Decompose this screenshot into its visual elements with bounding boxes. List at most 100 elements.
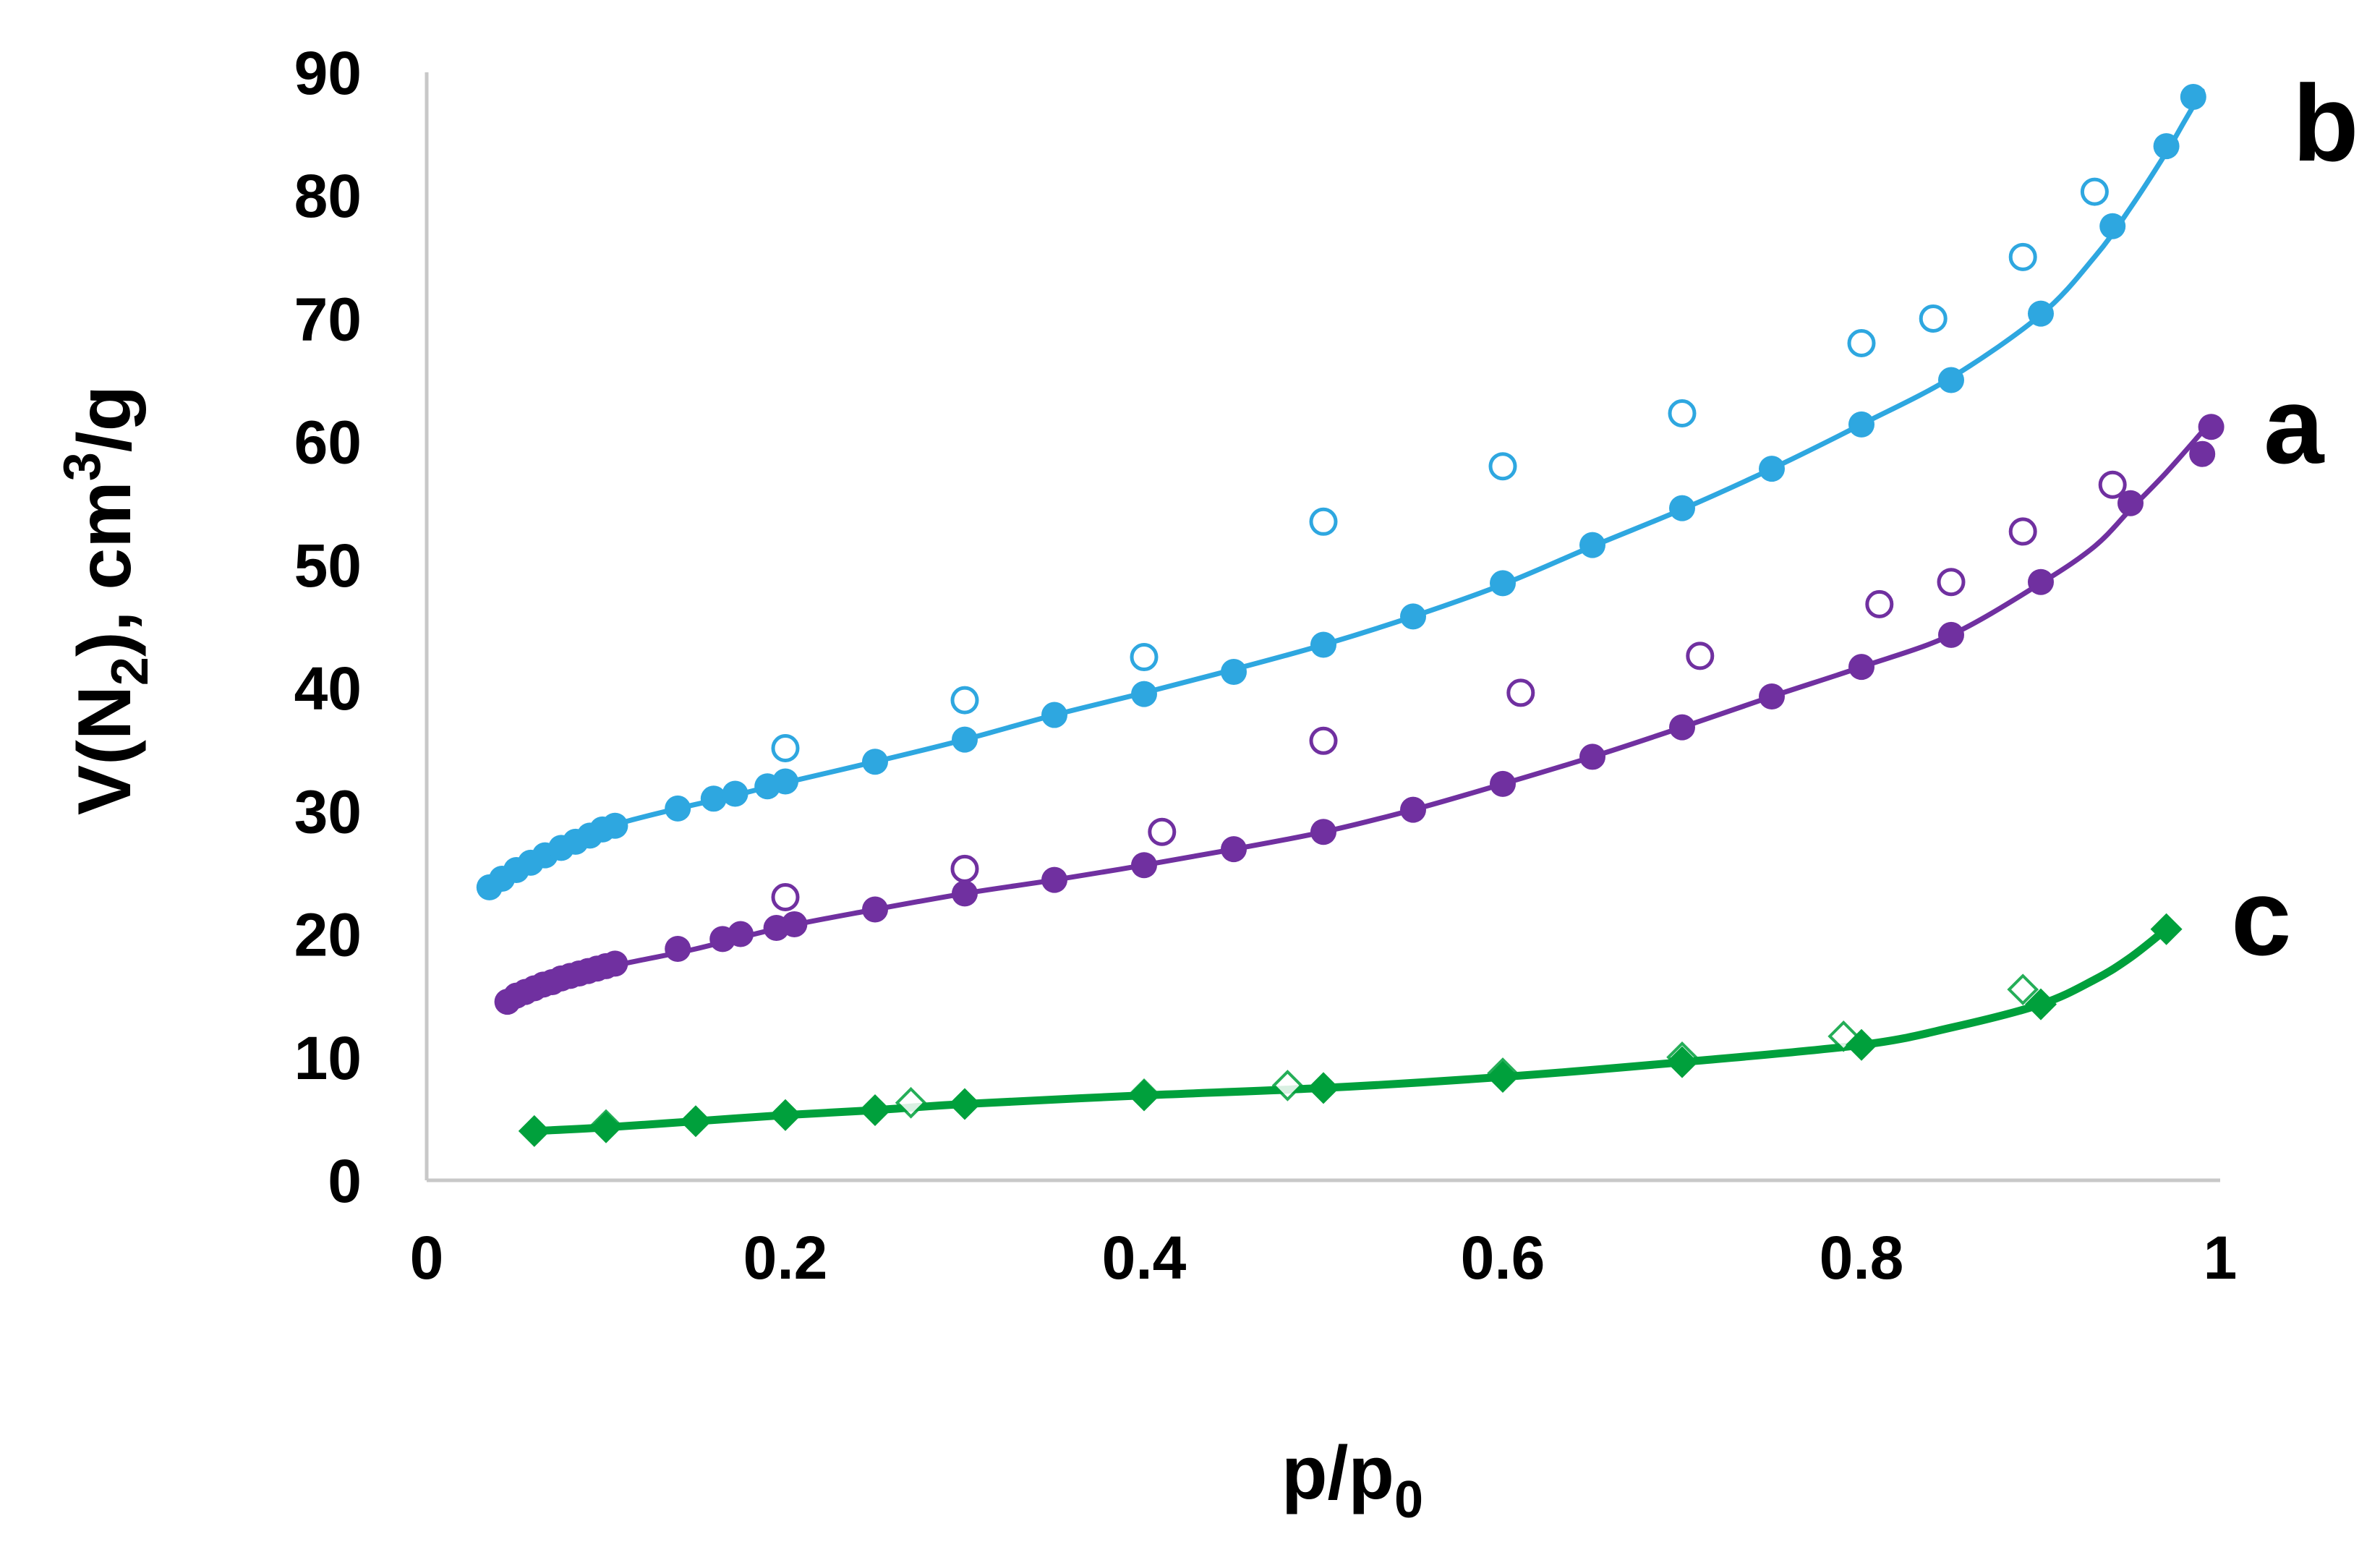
series-b-desorption-point — [1919, 304, 1948, 333]
series-a-adsorption-point — [1131, 852, 1157, 879]
series-b-adsorption-point — [1221, 658, 1247, 685]
series-a-adsorption-point — [781, 911, 808, 937]
series-a-adsorption-point — [665, 935, 691, 962]
series-b-desorption-point — [1488, 452, 1517, 481]
series-tag-c: c — [2231, 856, 2291, 978]
series-a-adsorption-point — [952, 880, 978, 907]
series-b-adsorption-point — [2153, 133, 2180, 160]
series-c-desorption-point — [895, 1086, 927, 1119]
x-tick-label: 0 — [410, 1224, 444, 1292]
x-tick-label: 0.4 — [1102, 1224, 1187, 1292]
series-b-desorption-point — [771, 734, 800, 763]
series-a-adsorption-point — [2028, 568, 2054, 595]
y-axis-title-v: V(N — [63, 686, 147, 815]
series-b-adsorption-point — [1310, 631, 1336, 658]
series-b-desorption-point — [2080, 177, 2109, 206]
y-axis-title-unit: ), cm — [63, 481, 147, 657]
series-c — [518, 913, 2183, 1147]
series-a-adsorption-point — [2117, 490, 2144, 516]
series-a-adsorption-point — [1669, 714, 1695, 741]
series-c-fit-line — [530, 925, 2171, 1135]
y-tick-label: 90 — [294, 39, 362, 107]
series-b-adsorption-point — [665, 795, 691, 822]
series-c-adsorption-point — [949, 1088, 981, 1120]
series-tag-b: b — [2292, 62, 2359, 184]
x-tick-label: 0.8 — [1820, 1224, 1904, 1292]
y-axis-title: V(N2), cm3/g — [54, 385, 159, 815]
series-a-desorption-point — [1865, 589, 1894, 618]
series-a-adsorption-point — [1041, 866, 1067, 893]
y-tick-label: 30 — [294, 777, 362, 845]
series-a-desorption-point — [1309, 726, 1338, 755]
y-tick-label: 20 — [294, 901, 362, 969]
series-tag-a: a — [2264, 365, 2325, 486]
series-c-desorption-point — [1271, 1070, 1304, 1101]
x-tick-label: 0.2 — [743, 1224, 828, 1292]
series-a-adsorption-point — [1400, 796, 1426, 823]
series-b-adsorption-point — [1131, 681, 1157, 707]
series-a — [494, 414, 2225, 1015]
x-tick-label: 1 — [2204, 1224, 2238, 1292]
series-a-adsorption-point — [1310, 819, 1336, 845]
series-a-adsorption-point — [728, 921, 754, 947]
series-b-adsorption-point — [1669, 495, 1695, 521]
series-a-desorption-point — [1148, 817, 1177, 846]
series-b-adsorption-point — [1848, 411, 1874, 438]
series-b-adsorption-point — [2180, 84, 2206, 111]
series-b-desorption-point — [1309, 507, 1338, 536]
series-a-desorption-point — [2098, 470, 2127, 499]
series-b-adsorption-point — [2099, 213, 2126, 239]
series-b-desorption-point — [1130, 643, 1159, 672]
series-a-adsorption-point — [2189, 440, 2216, 467]
series-b-desorption-point — [1847, 328, 1876, 357]
series-b-adsorption-point — [1759, 456, 1785, 482]
series-c-adsorption-point — [2150, 913, 2183, 945]
series-c-adsorption-point — [1666, 1046, 1698, 1078]
y-tick-label: 60 — [294, 409, 362, 477]
series-b-desorption-point — [2008, 242, 2037, 271]
series-c-adsorption-point — [1128, 1079, 1160, 1112]
series-a-desorption-point — [1686, 642, 1715, 670]
y-axis-title-per-gram: /g — [63, 385, 147, 452]
series-b-adsorption-point — [1579, 532, 1605, 558]
series-b-adsorption-point — [1490, 570, 1516, 597]
x-axis-title-subscript: 0 — [1394, 1471, 1423, 1529]
series-b-adsorption-point — [1938, 367, 1964, 393]
series-b — [476, 84, 2206, 900]
series-a-desorption-point — [950, 854, 979, 883]
series-a-adsorption-point — [1759, 683, 1785, 710]
y-axis-title-n2-subscript: 2 — [101, 657, 159, 686]
series-b-adsorption-point — [700, 785, 727, 812]
series-b-adsorption-point — [952, 726, 978, 753]
series-a-adsorption-point — [602, 950, 628, 977]
y-axis-tick-labels: 0 10 20 30 40 50 60 70 80 90 — [294, 39, 362, 1215]
series-a-desorption-point — [1506, 678, 1535, 707]
y-axis-title-cube-superscript: 3 — [54, 452, 111, 481]
series-b-adsorption-point — [602, 812, 628, 839]
series-a-adsorption-point — [2198, 414, 2225, 440]
series-c-adsorption-point — [859, 1094, 891, 1126]
series-c-adsorption-point — [1308, 1072, 1339, 1104]
series-b-adsorption-point — [722, 780, 748, 807]
series-a-adsorption-point — [1848, 654, 1874, 681]
series-layer — [476, 84, 2225, 1147]
x-axis-tick-labels: 0 0.2 0.4 0.6 0.8 1 — [410, 1224, 2238, 1292]
series-c-adsorption-point — [518, 1115, 550, 1147]
series-b-adsorption-point — [2028, 300, 2054, 327]
y-tick-label: 40 — [294, 655, 362, 723]
y-tick-label: 10 — [294, 1024, 362, 1092]
series-a-desorption-point — [2008, 517, 2037, 546]
series-c-adsorption-point — [2025, 988, 2057, 1020]
series-a-desorption-point — [1937, 568, 1966, 597]
series-b-adsorption-point — [862, 749, 888, 775]
x-axis-title: p/p0 — [1281, 1431, 1423, 1529]
series-c-adsorption-point — [1487, 1061, 1519, 1094]
y-tick-label: 50 — [294, 532, 362, 600]
x-tick-label: 0.6 — [1461, 1224, 1545, 1292]
y-tick-label: 0 — [328, 1147, 362, 1215]
x-axis-title-main: p/p — [1281, 1431, 1394, 1515]
series-c-adsorption-point — [769, 1099, 801, 1131]
